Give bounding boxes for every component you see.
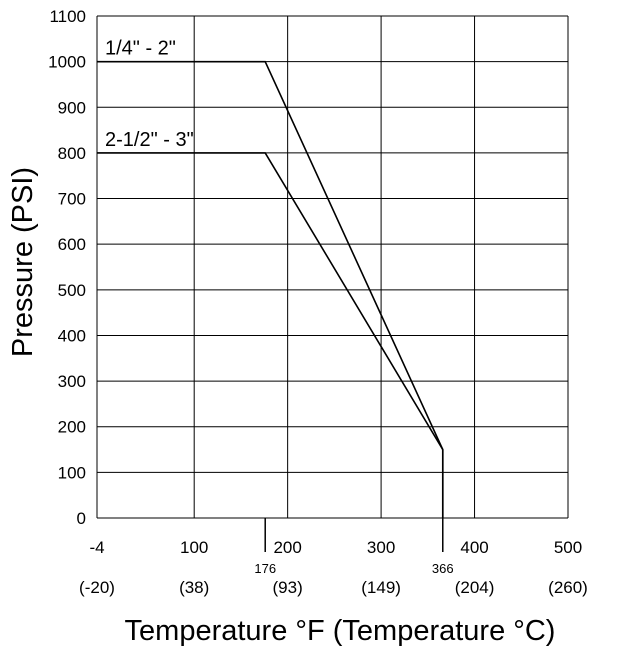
y-tick-label: 1000 (48, 53, 86, 72)
x-tick-celsius-label: (38) (179, 578, 209, 597)
x-tick-celsius-label: (260) (548, 578, 588, 597)
y-tick-label: 300 (58, 372, 86, 391)
y-tick-label: 100 (58, 463, 86, 482)
series-lines: 1/4" - 2" 2-1/2" - 3" (97, 38, 444, 518)
grid (96, 15, 569, 552)
tick-labels: 0 100 200 300 400 500 600 700 800 900 1000 1100 -4 (-… (48, 7, 588, 597)
y-tick-label: 1100 (49, 7, 86, 26)
x-tick-celsius-label: (-20) (79, 578, 115, 597)
temperature-marker-label: 176 (254, 561, 276, 576)
y-tick-label: 0 (77, 509, 86, 528)
y-axis-title: Pressure (PSI) (7, 167, 39, 357)
y-tick-label: 700 (58, 190, 86, 209)
x-tick-label: 400 (460, 538, 488, 557)
y-tick-label: 200 (58, 418, 86, 437)
x-tick-celsius-label: (93) (273, 578, 303, 597)
y-tick-label: 600 (58, 235, 86, 254)
series-label: 1/4" - 2" (105, 38, 176, 60)
series-label: 2-1/2" - 3" (105, 129, 194, 151)
x-tick-label: 500 (554, 538, 582, 557)
y-tick-label: 500 (58, 281, 86, 300)
x-tick-label: 100 (180, 538, 208, 557)
x-tick-celsius-label: (149) (361, 578, 401, 597)
y-tick-label: 900 (58, 98, 86, 117)
y-tick-label: 800 (58, 144, 86, 163)
x-tick-label: -4 (89, 538, 104, 557)
x-tick-label: 200 (273, 538, 301, 557)
series-line (97, 152, 444, 518)
temperature-marker-label: 366 (432, 561, 454, 576)
x-tick-celsius-label: (204) (455, 578, 495, 597)
x-tick-label: 300 (367, 538, 395, 557)
x-axis-title: Temperature °F (Temperature °C) (125, 615, 556, 647)
y-tick-label: 400 (58, 326, 86, 345)
